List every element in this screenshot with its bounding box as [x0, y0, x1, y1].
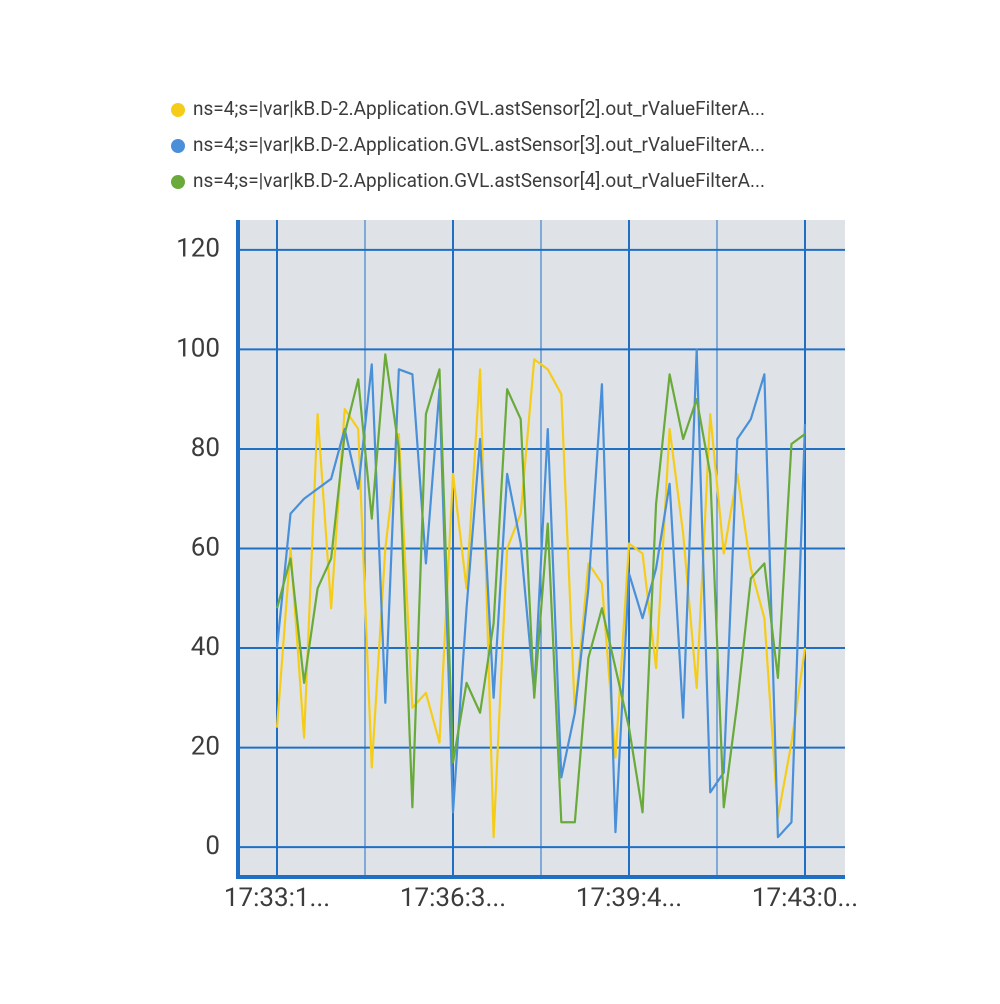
tick-labels: 0 20 40 60 80 100 120 17:33:1... 17:36:3... 17:39…: [176, 234, 858, 913]
x-tick-label: 17:39:4...: [576, 883, 682, 913]
x-tick-label: 17:33:1...: [224, 883, 330, 913]
y-tick-label: 20: [191, 731, 220, 761]
y-tick-label: 0: [205, 831, 220, 861]
legend-label: ns=4;s=|var|kB.D-2.Application.GVL.astSe…: [193, 133, 765, 156]
legend-marker: [171, 139, 185, 153]
series-line: [275, 358, 807, 839]
series-line: [275, 353, 806, 824]
legend-label: ns=4;s=|var|kB.D-2.Application.GVL.astSe…: [193, 169, 765, 192]
y-tick-label: 80: [191, 433, 220, 463]
legend-marker: [171, 103, 185, 117]
series-lines: [275, 348, 807, 839]
x-tick-label: 17:43:0...: [752, 883, 858, 913]
legend: ns=4;s=|var|kB.D-2.Application.GVL.astSe…: [171, 97, 765, 192]
y-tick-label: 40: [191, 632, 220, 662]
x-tick-label: 17:36:3...: [400, 883, 506, 913]
legend-label: ns=4;s=|var|kB.D-2.Application.GVL.astSe…: [193, 97, 765, 120]
series-line: [275, 348, 807, 839]
y-tick-label: 60: [191, 532, 220, 562]
y-tick-label: 100: [176, 333, 220, 363]
legend-marker: [171, 175, 185, 189]
y-tick-label: 120: [176, 234, 220, 264]
